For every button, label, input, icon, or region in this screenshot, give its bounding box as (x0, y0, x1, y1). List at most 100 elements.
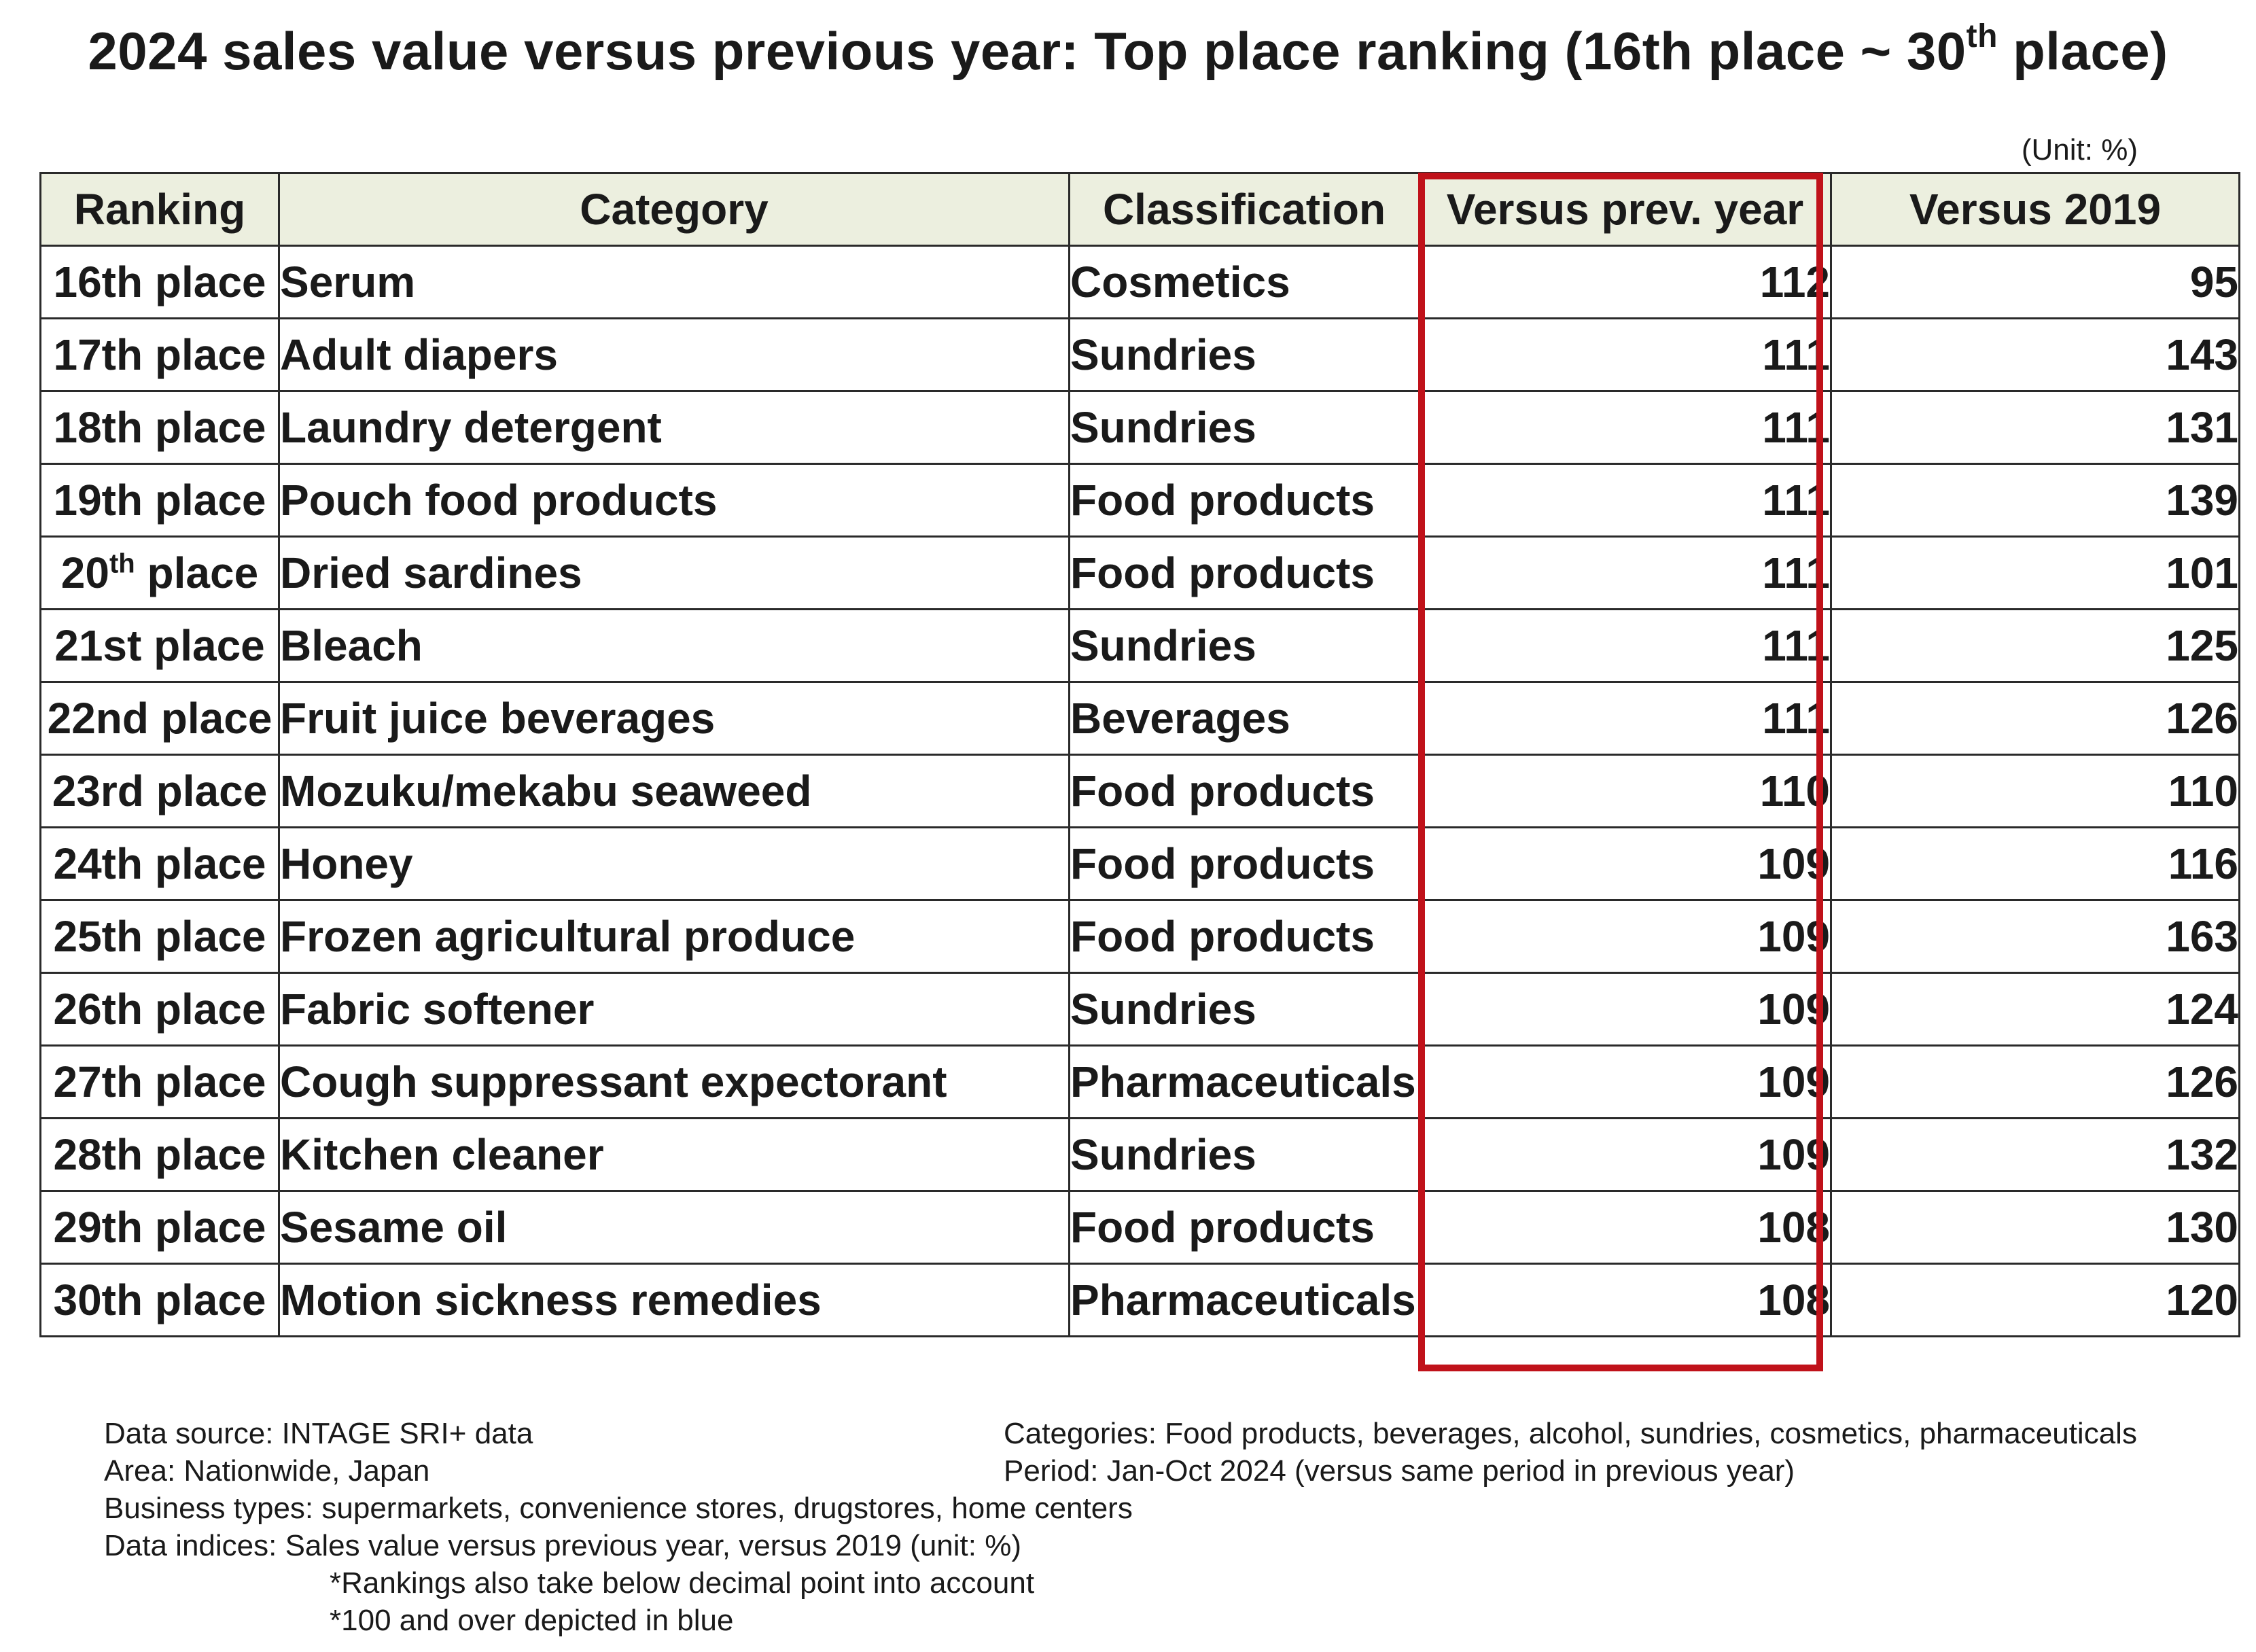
cell-category: Bleach (278, 608, 1070, 683)
cell-versus-2019: 126 (1830, 1044, 2240, 1119)
cell-versus-2019: 130 (1830, 1190, 2240, 1265)
ranking-table: Ranking Category Classification Versus p… (39, 172, 2240, 1337)
cell-category: Honey (278, 826, 1070, 901)
table-row: 22nd place Fruit juice beverages Beverages… (39, 681, 2240, 756)
table-row: 20th place Dried sardines Food products 111… (39, 535, 2240, 610)
cell-versus-prev-year: 111 (1418, 390, 1832, 465)
table-row: 19th place Pouch food products Food produc… (39, 463, 2240, 538)
cell-classification: Food products (1068, 463, 1420, 538)
cell-versus-2019: 132 (1830, 1117, 2240, 1192)
cell-versus-prev-year: 108 (1418, 1263, 1832, 1337)
cell-category: Motion sickness remedies (278, 1263, 1070, 1337)
table-row: 26th place Fabric softener Sundries 109 124 (39, 972, 2240, 1047)
cell-classification: Pharmaceuticals (1068, 1044, 1420, 1119)
header-versus-2019: Versus 2019 (1830, 172, 2240, 247)
note-period: Period: Jan-Oct 2024 (versus same period… (1004, 1454, 1795, 1488)
cell-versus-2019: 116 (1830, 826, 2240, 901)
cell-ranking: 25th place (39, 899, 280, 974)
cell-ranking: 27th place (39, 1044, 280, 1119)
cell-versus-2019: 101 (1830, 535, 2240, 610)
notes-left: Data source: INTAGE SRI+ data Area: Nati… (104, 1415, 1133, 1639)
cell-classification: Food products (1068, 899, 1420, 974)
cell-classification: Sundries (1068, 390, 1420, 465)
note-ranking-decimals: *Rankings also take below decimal point … (330, 1566, 1035, 1600)
cell-category: Dried sardines (278, 535, 1070, 610)
cell-classification: Beverages (1068, 681, 1420, 756)
cell-versus-prev-year: 109 (1418, 1044, 1832, 1119)
title-superscript: th (1966, 18, 1998, 54)
cell-category: Sesame oil (278, 1190, 1070, 1265)
cell-ranking: 18th place (39, 390, 280, 465)
cell-classification: Food products (1068, 535, 1420, 610)
cell-category: Fruit juice beverages (278, 681, 1070, 756)
table-row: 25th place Frozen agricultural produce Foo… (39, 899, 2240, 974)
cell-versus-prev-year: 112 (1418, 245, 1832, 319)
cell-versus-2019: 110 (1830, 754, 2240, 828)
cell-classification: Pharmaceuticals (1068, 1263, 1420, 1337)
cell-ranking: 20th place (39, 535, 280, 610)
cell-ranking: 29th place (39, 1190, 280, 1265)
cell-versus-2019: 124 (1830, 972, 2240, 1047)
cell-versus-2019: 163 (1830, 899, 2240, 974)
cell-versus-2019: 139 (1830, 463, 2240, 538)
cell-ranking: 19th place (39, 463, 280, 538)
table-row: 29th place Sesame oil Food products 108 130 (39, 1190, 2240, 1265)
note-categories: Categories: Food products, beverages, al… (1004, 1417, 2137, 1450)
header-category: Category (278, 172, 1070, 247)
unit-label: (Unit: %) (2021, 133, 2138, 166)
cell-versus-2019: 120 (1830, 1263, 2240, 1337)
cell-versus-prev-year: 109 (1418, 899, 1832, 974)
header-classification: Classification (1068, 172, 1420, 247)
table-row: 21st place Bleach Sundries 111 125 (39, 608, 2240, 683)
header-row: Ranking Category Classification Versus p… (39, 172, 2240, 247)
title-main: 2024 sales value versus previous year: T… (88, 21, 1967, 81)
table-body: 16th place Serum Cosmetics 112 95 17th place A… (39, 245, 2240, 1337)
cell-category: Frozen agricultural produce (278, 899, 1070, 974)
cell-classification: Food products (1068, 1190, 1420, 1265)
cell-ranking: 30th place (39, 1263, 280, 1337)
cell-versus-prev-year: 109 (1418, 1117, 1832, 1192)
cell-category: Adult diapers (278, 317, 1070, 392)
cell-category: Kitchen cleaner (278, 1117, 1070, 1192)
cell-classification: Cosmetics (1068, 245, 1420, 319)
cell-ranking: 28th place (39, 1117, 280, 1192)
cell-versus-prev-year: 111 (1418, 317, 1832, 392)
cell-category: Serum (278, 245, 1070, 319)
header-versus-prev-year: Versus prev. year (1418, 172, 1832, 247)
cell-classification: Food products (1068, 826, 1420, 901)
cell-ranking: 16th place (39, 245, 280, 319)
cell-category: Cough suppressant expectorant (278, 1044, 1070, 1119)
cell-versus-prev-year: 109 (1418, 972, 1832, 1047)
cell-ranking: 22nd place (39, 681, 280, 756)
table-row: 16th place Serum Cosmetics 112 95 (39, 245, 2240, 319)
cell-classification: Sundries (1068, 972, 1420, 1047)
table-row: 27th place Cough suppressant expectorant P… (39, 1044, 2240, 1119)
cell-category: Mozuku/mekabu seaweed (278, 754, 1070, 828)
page-title: 2024 sales value versus previous year: T… (0, 20, 2256, 82)
cell-category: Pouch food products (278, 463, 1070, 538)
cell-versus-prev-year: 111 (1418, 681, 1832, 756)
table-row: 30th place Motion sickness remedies Pharma… (39, 1263, 2240, 1337)
cell-ranking: 21st place (39, 608, 280, 683)
cell-versus-prev-year: 111 (1418, 535, 1832, 610)
cell-classification: Sundries (1068, 1117, 1420, 1192)
note-area: Area: Nationwide, Japan (104, 1454, 430, 1488)
note-data-indices: Data indices: Sales value versus previou… (104, 1529, 1021, 1562)
cell-versus-prev-year: 109 (1418, 826, 1832, 901)
cell-classification: Sundries (1068, 317, 1420, 392)
cell-category: Laundry detergent (278, 390, 1070, 465)
cell-versus-prev-year: 108 (1418, 1190, 1832, 1265)
notes-right: Categories: Food products, beverages, al… (1004, 1415, 2137, 1490)
note-data-source: Data source: INTAGE SRI+ data (104, 1417, 533, 1450)
cell-ranking: 23rd place (39, 754, 280, 828)
cell-versus-2019: 131 (1830, 390, 2240, 465)
cell-versus-prev-year: 111 (1418, 608, 1832, 683)
cell-ranking: 24th place (39, 826, 280, 901)
table-row: 28th place Kitchen cleaner Sundries 109 132 (39, 1117, 2240, 1192)
cell-classification: Food products (1068, 754, 1420, 828)
cell-ranking: 26th place (39, 972, 280, 1047)
table-row: 23rd place Mozuku/mekabu seaweed Food prod… (39, 754, 2240, 828)
title-end: place) (1997, 21, 2168, 81)
cell-ranking: 17th place (39, 317, 280, 392)
table-row: 17th place Adult diapers Sundries 111 143 (39, 317, 2240, 392)
